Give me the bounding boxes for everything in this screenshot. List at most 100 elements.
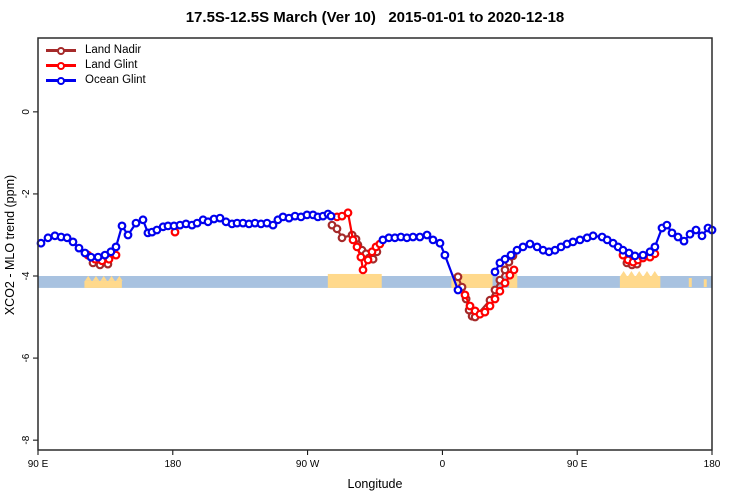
land-strip-bump xyxy=(100,275,108,281)
legend-item-land-glint: Land Glint xyxy=(46,59,146,72)
data-point-marker xyxy=(645,247,655,257)
data-point-marker xyxy=(691,225,701,235)
data-point-marker xyxy=(662,220,672,230)
data-point-marker xyxy=(123,230,133,240)
x-tick-label: 90 E xyxy=(28,459,49,470)
data-point-marker xyxy=(422,230,432,240)
data-point-marker xyxy=(62,233,72,243)
land-strip-bump xyxy=(92,275,100,281)
data-point-marker xyxy=(363,255,373,265)
legend-label: Ocean Glint xyxy=(85,74,146,86)
land-strip-patch xyxy=(703,279,707,288)
data-point-marker xyxy=(80,248,90,258)
data-point-marker xyxy=(332,224,342,234)
land-strip-bump xyxy=(651,271,659,277)
data-point-marker xyxy=(68,237,78,247)
legend-item-ocean-glint: Ocean Glint xyxy=(46,74,146,87)
data-point-marker xyxy=(460,290,470,300)
data-point-marker xyxy=(268,220,278,230)
legend-label: Land Glint xyxy=(85,59,138,71)
data-point-marker xyxy=(93,252,103,262)
series-line xyxy=(493,224,714,273)
data-point-marker xyxy=(356,252,366,262)
data-point-marker xyxy=(495,286,505,296)
data-point-marker xyxy=(490,294,500,304)
data-point-marker xyxy=(485,301,495,311)
x-axis-title: Longitude xyxy=(347,477,403,491)
data-point-marker xyxy=(638,250,648,260)
data-point-marker xyxy=(74,243,84,253)
data-point-marker xyxy=(685,229,695,239)
land-strip-bump xyxy=(84,275,92,281)
legend-label: Land Nadir xyxy=(85,44,142,56)
data-point-marker xyxy=(453,272,463,282)
land-strip-patch xyxy=(84,280,122,288)
land-strip-patch xyxy=(619,276,661,288)
data-point-marker xyxy=(352,242,362,252)
land-strip-bump xyxy=(635,271,643,277)
data-point-marker xyxy=(43,233,53,243)
data-point-marker xyxy=(440,250,450,260)
line-marker-icon xyxy=(46,45,76,56)
data-point-marker xyxy=(215,213,225,223)
data-point-marker xyxy=(588,231,598,241)
y-tick-label: -8 xyxy=(21,435,32,444)
y-tick-label: -4 xyxy=(21,271,32,280)
data-point-marker xyxy=(490,267,500,277)
data-point-marker xyxy=(697,231,707,241)
data-point-marker xyxy=(679,236,689,246)
data-point-marker xyxy=(435,238,445,248)
data-point-marker xyxy=(131,218,141,228)
data-point-marker xyxy=(500,254,510,264)
data-point-marker xyxy=(348,235,358,245)
land-strip-patch xyxy=(327,273,382,288)
data-point-marker xyxy=(509,265,519,275)
data-point-marker xyxy=(480,307,490,317)
data-point-marker xyxy=(415,232,425,242)
data-point-marker xyxy=(630,251,640,261)
data-point-marker xyxy=(106,247,116,257)
data-point-marker xyxy=(86,252,96,262)
x-tick-label: 180 xyxy=(164,459,181,470)
y-axis-title: XCO2 - MLO trend (ppm) xyxy=(3,174,17,316)
land-strip-bump xyxy=(108,275,115,281)
x-tick-label: 90 E xyxy=(567,459,588,470)
data-point-marker xyxy=(408,232,418,242)
x-tick-label: 0 xyxy=(440,459,446,470)
data-point-marker xyxy=(500,265,510,275)
data-point-marker xyxy=(575,235,585,245)
y-tick-label: -6 xyxy=(21,353,32,362)
x-tick-label: 180 xyxy=(704,459,721,470)
data-point-marker xyxy=(117,221,127,231)
data-point-marker xyxy=(453,285,463,295)
plot-frame xyxy=(37,37,713,451)
data-point-marker xyxy=(428,235,438,245)
land-strip-patch xyxy=(509,273,518,288)
chart-legend: Land Nadir Land Glint Ocean Glint xyxy=(46,44,146,87)
data-point-marker xyxy=(111,242,121,252)
land-strip-patch xyxy=(688,278,692,288)
data-point-marker xyxy=(525,239,535,249)
data-point-marker xyxy=(326,211,336,221)
data-point-marker xyxy=(667,228,677,238)
data-point-marker xyxy=(343,208,353,218)
data-point-marker xyxy=(337,233,347,243)
y-tick-label: 0 xyxy=(21,109,32,115)
y-tick-label: -2 xyxy=(21,189,32,198)
data-point-marker xyxy=(500,278,510,288)
land-strip-bump xyxy=(628,271,635,277)
data-point-marker xyxy=(465,301,475,311)
data-point-marker xyxy=(673,232,683,242)
legend-item-land-nadir: Land Nadir xyxy=(46,44,146,57)
data-point-marker xyxy=(650,242,660,252)
land-strip-bump xyxy=(643,271,651,277)
data-point-marker xyxy=(138,215,148,225)
data-point-marker xyxy=(358,265,368,275)
land-strip-bump xyxy=(620,271,627,277)
land-strip-bump xyxy=(116,275,123,281)
data-point-marker xyxy=(506,250,516,260)
line-marker-icon xyxy=(46,60,76,71)
line-marker-icon xyxy=(46,75,76,86)
